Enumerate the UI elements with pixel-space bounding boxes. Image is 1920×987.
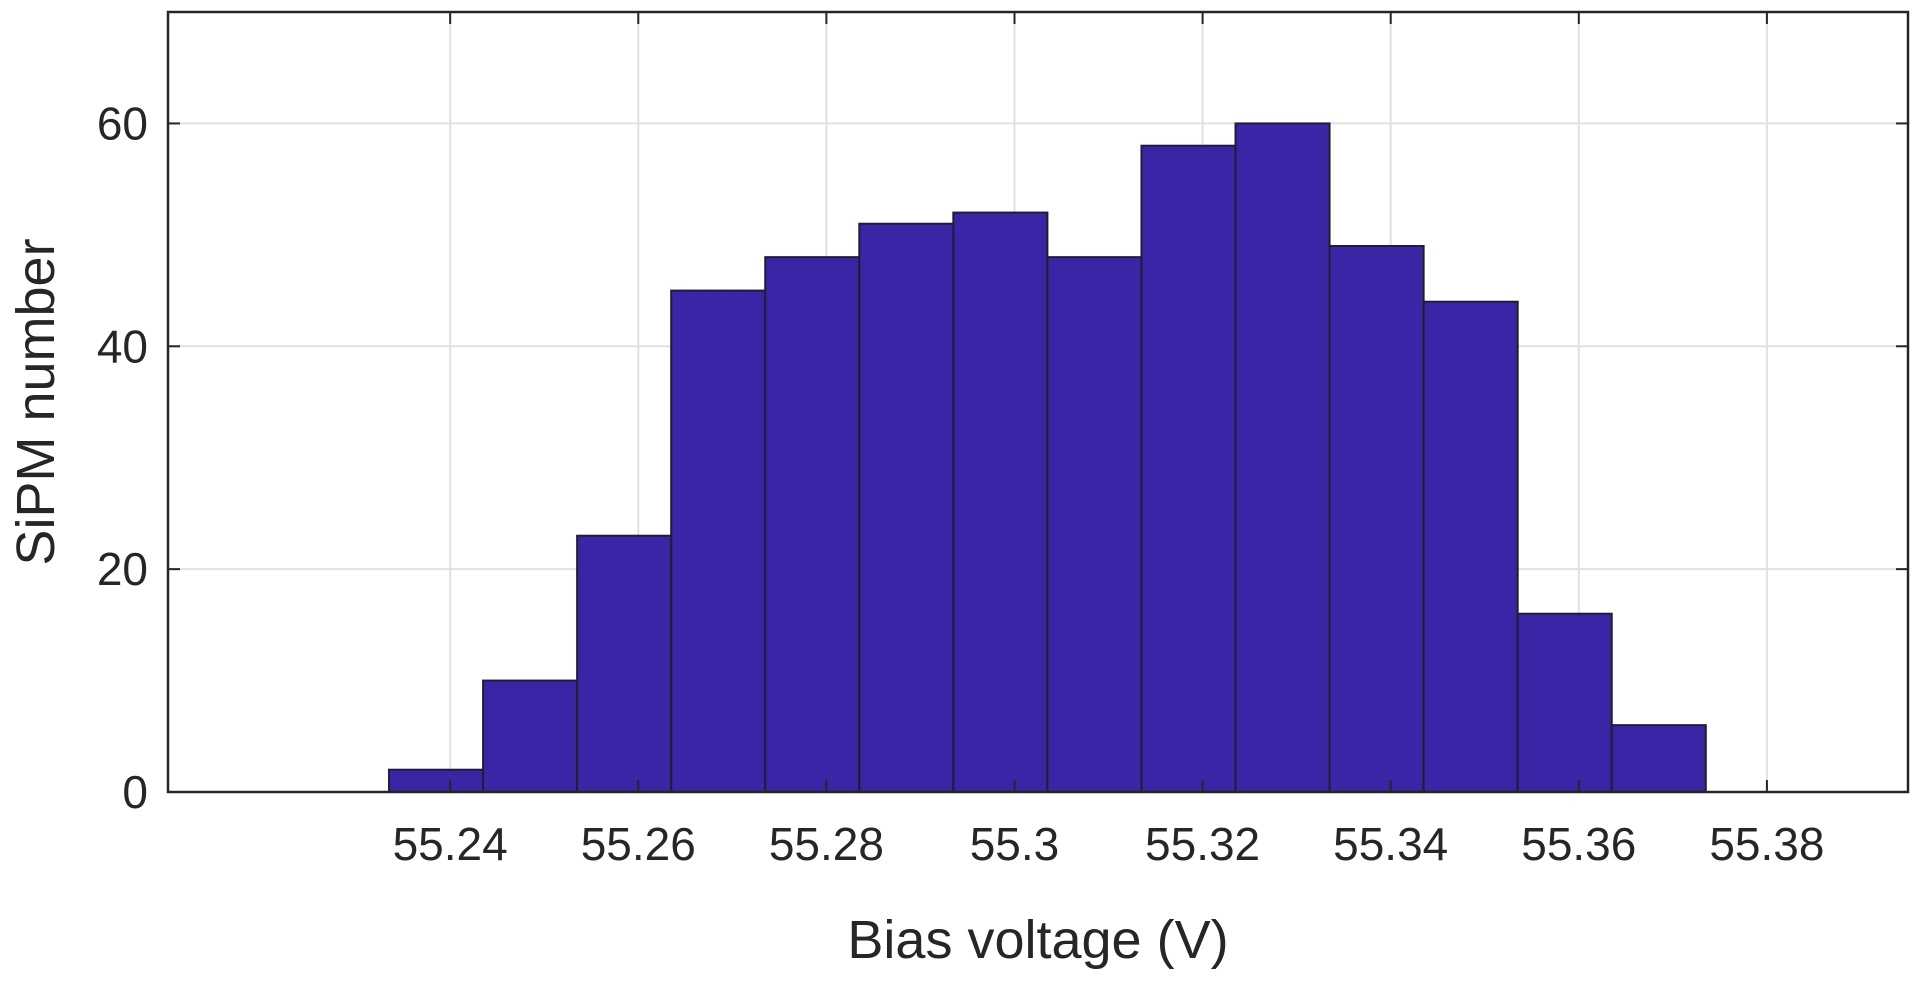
histogram-bar: [1046, 256, 1143, 793]
y-tick-label: 20: [97, 543, 148, 595]
histogram-bar: [858, 222, 955, 793]
x-tick-label: 55.32: [1145, 818, 1260, 870]
x-tick-label: 55.36: [1521, 818, 1636, 870]
x-tick-label: 55.28: [769, 818, 884, 870]
histogram-bar: [1422, 300, 1519, 793]
histogram-bar: [952, 211, 1049, 794]
histogram-bar: [1610, 724, 1707, 794]
x-tick-label: 55.34: [1333, 818, 1448, 870]
x-tick-label: 55.3: [970, 818, 1060, 870]
x-tick-label: 55.26: [581, 818, 696, 870]
x-tick-label: 55.24: [393, 818, 508, 870]
x-tick-label: 55.38: [1709, 818, 1824, 870]
histogram-bar: [576, 534, 673, 793]
histogram-bar: [1234, 122, 1331, 793]
y-axis-label: SiPM number: [6, 238, 66, 565]
histogram-bar: [670, 289, 767, 793]
y-tick-label: 60: [97, 97, 148, 149]
histogram-bar: [1516, 612, 1613, 794]
histogram-bar: [482, 679, 579, 793]
y-tick-label: 40: [97, 320, 148, 372]
y-tick-label: 0: [122, 766, 148, 818]
axes-layer: [166, 10, 1910, 794]
histogram-bar: [1140, 144, 1237, 793]
tick-labels-layer: 55.24 55.26 55.28 55.3 55.32 55.34 55.36 55.38 0…: [97, 97, 1825, 870]
x-axis-label: Bias voltage (V): [847, 910, 1228, 970]
histogram-bar: [388, 768, 485, 794]
bars-layer: [388, 122, 1707, 794]
plot-frame: [166, 10, 1910, 794]
histogram-bar: [1328, 245, 1425, 793]
histogram-bar: [764, 256, 861, 793]
